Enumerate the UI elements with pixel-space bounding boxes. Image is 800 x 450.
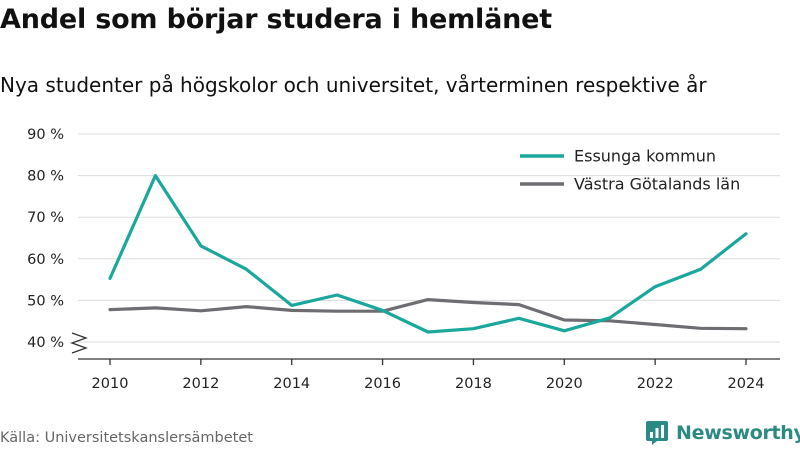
y-tick-label: 80 % bbox=[27, 169, 64, 185]
x-tick-label: 2022 bbox=[637, 376, 674, 392]
brand-name: Newsworthy bbox=[676, 422, 800, 444]
x-tick-label: 2014 bbox=[273, 376, 310, 392]
series-lines bbox=[108, 174, 748, 334]
axis-break-icon bbox=[70, 332, 88, 354]
y-tick-label: 60 % bbox=[27, 252, 64, 268]
y-tick-label: 90 % bbox=[27, 127, 64, 143]
x-tick-label: 2016 bbox=[364, 376, 401, 392]
brand-logo: Newsworthy bbox=[644, 420, 800, 446]
x-tick-label: 2010 bbox=[92, 376, 129, 392]
x-tick-label: 2012 bbox=[182, 376, 219, 392]
x-tick-label: 2024 bbox=[728, 376, 765, 392]
chart-subtitle: Nya studenter på högskolor och universit… bbox=[0, 73, 707, 97]
y-tick-label: 50 % bbox=[27, 293, 64, 309]
axes: 40 % 50 % 60 % 70 % 80 % 90 % 2010 2012 2014 2016… bbox=[27, 127, 780, 392]
grid-lines bbox=[78, 133, 780, 343]
chart-title: Andel som börjar studera i hemlänet bbox=[0, 4, 552, 35]
legend: Essunga kommun Västra Götalands län bbox=[520, 147, 740, 194]
legend-label: Västra Götalands län bbox=[574, 175, 740, 194]
y-tick-label: 70 % bbox=[27, 210, 64, 226]
newsworthy-chart-logo-icon bbox=[646, 421, 668, 445]
series-line-vastra-gotaland bbox=[108, 298, 748, 331]
series-line-essunga bbox=[108, 174, 748, 334]
x-tick-label: 2018 bbox=[455, 376, 492, 392]
source-note: Källa: Universitetskanslersämbetet bbox=[0, 430, 253, 446]
x-tick-label: 2020 bbox=[546, 376, 583, 392]
line-chart: 40 % 50 % 60 % 70 % 80 % 90 % 2010 2012 2014 2016… bbox=[27, 127, 780, 392]
legend-label: Essunga kommun bbox=[574, 147, 716, 166]
y-tick-label: 40 % bbox=[27, 335, 64, 351]
